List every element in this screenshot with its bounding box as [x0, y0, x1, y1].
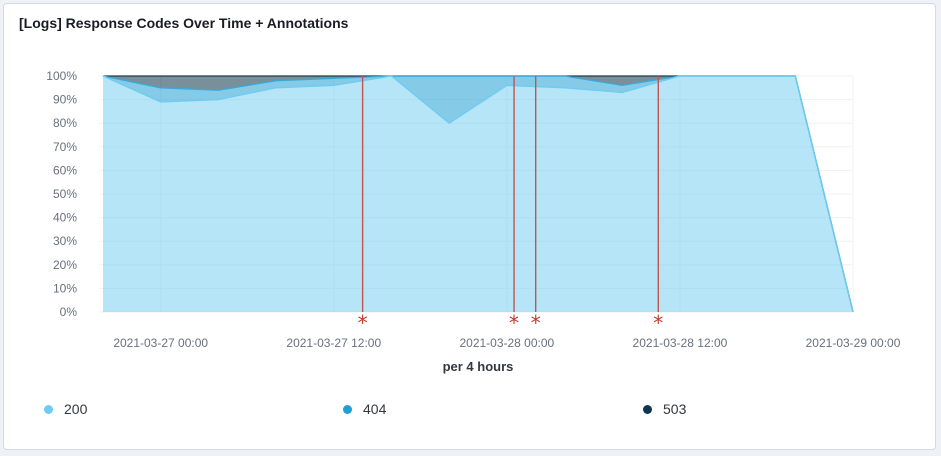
x-tick-label: 2021-03-28 00:00	[459, 336, 554, 350]
visualization-panel: [Logs] Response Codes Over Time + Annota…	[3, 3, 936, 450]
legend-label: 503	[663, 401, 687, 417]
annotation-marker[interactable]: *	[358, 311, 368, 335]
y-tick-label: 0%	[60, 305, 78, 319]
y-tick-label: 30%	[53, 234, 77, 248]
area-series-200[interactable]	[103, 76, 853, 312]
panel-title: [Logs] Response Codes Over Time + Annota…	[19, 15, 349, 31]
x-tick-label: 2021-03-27 12:00	[286, 336, 381, 350]
x-axis-title: per 4 hours	[443, 359, 514, 374]
legend-item-404[interactable]: 404	[343, 401, 386, 417]
x-tick-label: 2021-03-28 12:00	[633, 336, 728, 350]
y-tick-label: 80%	[53, 116, 77, 130]
annotation-marker[interactable]: *	[509, 311, 519, 335]
x-axis: 2021-03-27 00:00 2021-03-27 12:00 2021-03-…	[113, 336, 900, 374]
x-tick-label: 2021-03-27 00:00	[113, 336, 208, 350]
legend-color-dot	[343, 404, 352, 414]
annotations: * * * *	[358, 76, 663, 335]
legend-item-200[interactable]: 200	[44, 401, 87, 417]
legend-item-503[interactable]: 503	[643, 401, 686, 417]
legend-color-dot	[44, 404, 53, 414]
area-series-group	[102, 75, 854, 313]
y-tick-label: 100%	[46, 69, 77, 83]
y-axis: 0% 10% 20% 30% 40% 50% 60% 70% 80% 90% 100%	[46, 69, 77, 319]
y-tick-label: 70%	[53, 140, 77, 154]
line-series-200	[102, 75, 854, 313]
chart-legend: 200 404 503	[4, 401, 937, 425]
y-tick-label: 90%	[53, 93, 77, 107]
area-chart: 0%10%20%30%40%50%60%70%80%90%100%* * * *202…	[46, 69, 900, 374]
area-series-404[interactable]	[103, 76, 853, 312]
legend-label: 200	[64, 401, 88, 417]
legend-label: 404	[363, 401, 387, 417]
annotation-marker[interactable]: *	[531, 311, 541, 335]
y-tick-label: 20%	[53, 258, 77, 272]
y-tick-label: 40%	[53, 211, 77, 225]
y-tick-label: 10%	[53, 281, 77, 295]
x-tick-label: 2021-03-29 00:00	[806, 336, 901, 350]
y-tick-label: 60%	[53, 163, 77, 177]
y-tick-label: 50%	[53, 187, 77, 201]
annotation-marker[interactable]: *	[653, 311, 663, 335]
legend-color-dot	[643, 404, 652, 414]
